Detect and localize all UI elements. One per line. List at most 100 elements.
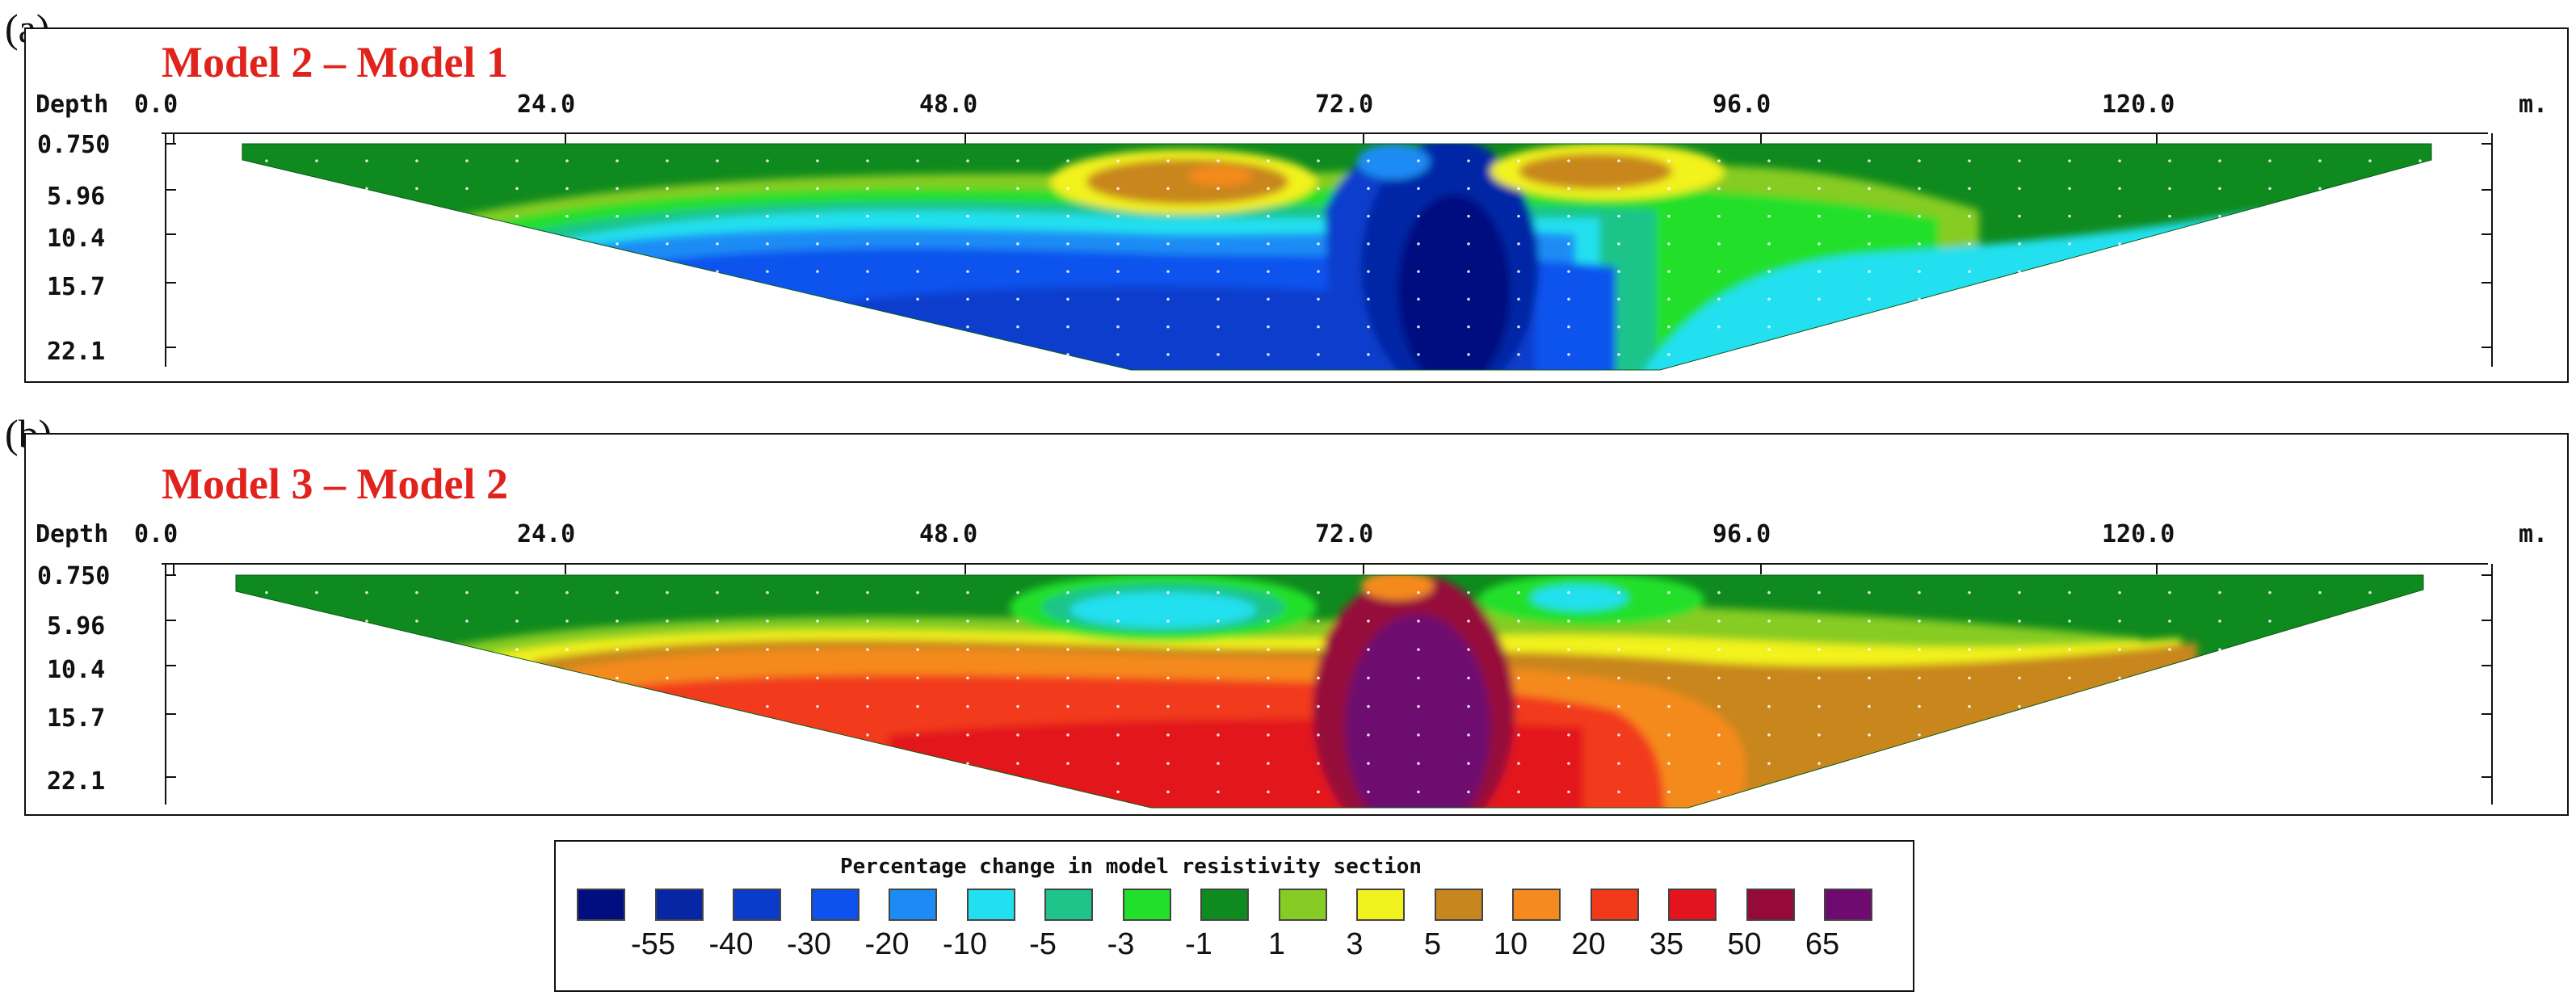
model-block-dot <box>1517 762 1520 765</box>
model-block-dot <box>365 159 368 162</box>
model-block-dot <box>1166 648 1170 651</box>
section-outline-a <box>242 143 2432 371</box>
model-block-dot <box>1667 790 1670 794</box>
model-block-dot <box>1016 297 1019 301</box>
model-block-dot <box>1918 704 1921 708</box>
model-block-dot <box>1267 297 1270 301</box>
model-block-dot <box>1066 297 1069 301</box>
model-block-dot <box>2018 214 2021 218</box>
model-block-dot <box>1567 242 1570 246</box>
model-block-dot <box>1467 733 1470 737</box>
model-block-dot <box>2318 187 2322 191</box>
model-block-dot <box>1567 648 1570 651</box>
model-block-dot <box>2268 590 2271 595</box>
model-block-dot <box>966 214 969 218</box>
model-block-dot <box>265 590 268 595</box>
model-block-dot <box>816 704 819 708</box>
model-block-dot <box>1217 187 1220 191</box>
model-block-dot <box>1918 214 1921 218</box>
model-block-dot <box>966 297 969 301</box>
model-block-dot <box>1517 325 1520 329</box>
legend-swatch <box>733 889 781 921</box>
model-block-dot <box>966 704 969 708</box>
model-block-dot <box>1317 704 1320 708</box>
x-tick-label-a-3: 72.0 <box>1315 90 1374 119</box>
model-block-dot <box>866 676 869 680</box>
model-block-dot <box>1217 762 1220 765</box>
model-block-dot <box>1317 676 1320 680</box>
model-block-dot <box>816 214 819 218</box>
model-block-dot <box>966 270 969 273</box>
model-block-dot <box>1617 590 1620 595</box>
model-block-dot <box>1116 762 1120 765</box>
model-block-dot <box>1317 790 1320 794</box>
model-block-dot <box>716 214 719 218</box>
plume-top-light-blue-a <box>1357 144 1430 179</box>
model-block-dot <box>2018 187 2021 191</box>
model-block-dot <box>1317 353 1320 356</box>
model-block-dot <box>1667 242 1670 246</box>
model-block-dot <box>565 159 569 162</box>
legend-swatch <box>1356 889 1405 921</box>
model-block-dot <box>966 733 969 737</box>
x-ticks-a <box>173 133 2158 144</box>
model-block-dot <box>1567 270 1570 273</box>
model-block-dot <box>1217 704 1220 708</box>
model-block-dot <box>716 676 719 680</box>
model-block-dot <box>1166 187 1170 191</box>
model-block-dot <box>1116 704 1120 708</box>
model-block-dot <box>315 590 318 595</box>
model-block-dot <box>1267 159 1270 162</box>
model-block-dot <box>1617 762 1620 765</box>
model-block-dot <box>1918 297 1921 301</box>
model-block-dot <box>2368 590 2372 595</box>
model-block-dot <box>1367 159 1370 162</box>
model-block-dot <box>1717 325 1721 329</box>
model-block-dot <box>1817 590 1821 595</box>
model-block-dot <box>1016 620 1019 623</box>
model-block-dot <box>1066 733 1069 737</box>
x-ticks-b <box>173 564 2158 574</box>
model-block-dot <box>1717 790 1721 794</box>
model-block-dot <box>1817 242 1821 246</box>
plume-deep-core-a <box>1397 194 1511 370</box>
model-block-dot <box>966 648 969 651</box>
model-block-dot <box>1317 270 1320 273</box>
model-block-dot <box>1267 214 1270 218</box>
model-block-dot <box>966 676 969 680</box>
model-block-dot <box>1217 214 1220 218</box>
model-block-dot <box>1417 648 1420 651</box>
model-block-dot <box>1116 676 1120 680</box>
model-block-dot <box>1217 590 1220 595</box>
model-block-dot <box>1417 733 1420 737</box>
panel-a-title: Model 2 – Model 1 <box>162 38 508 86</box>
model-block-dot <box>365 187 368 191</box>
model-block-dot <box>1116 242 1120 246</box>
x-tick-label-a-4: 96.0 <box>1712 90 1771 119</box>
model-block-dot <box>616 676 619 680</box>
model-block-dot <box>1968 648 1971 651</box>
model-block-dot <box>1166 353 1170 356</box>
resistivity-section-b <box>162 563 2493 809</box>
model-block-dot <box>1467 187 1470 191</box>
model-block-dot <box>2168 159 2171 162</box>
model-block-dot <box>365 620 368 623</box>
model-block-dot <box>1267 187 1270 191</box>
model-block-dot <box>1968 270 1971 273</box>
model-block-dot <box>966 762 969 765</box>
model-block-dot <box>465 159 469 162</box>
model-block-dot <box>1467 325 1470 329</box>
model-block-dot <box>1166 704 1170 708</box>
model-block-dot <box>1467 214 1470 218</box>
legend-value-label: 65 <box>1805 927 1840 961</box>
model-block-dot <box>1918 159 1921 162</box>
x-tick-label-b-2: 48.0 <box>919 520 978 548</box>
model-block-dot <box>2018 704 2021 708</box>
model-block-dot <box>515 159 519 162</box>
model-block-dot <box>1767 620 1771 623</box>
model-block-dot <box>1667 590 1670 595</box>
model-block-dot <box>1066 676 1069 680</box>
resistivity-section-a <box>162 132 2493 371</box>
depth-tick-label-b-0: 0.750 <box>37 562 111 590</box>
model-block-dot <box>716 187 719 191</box>
